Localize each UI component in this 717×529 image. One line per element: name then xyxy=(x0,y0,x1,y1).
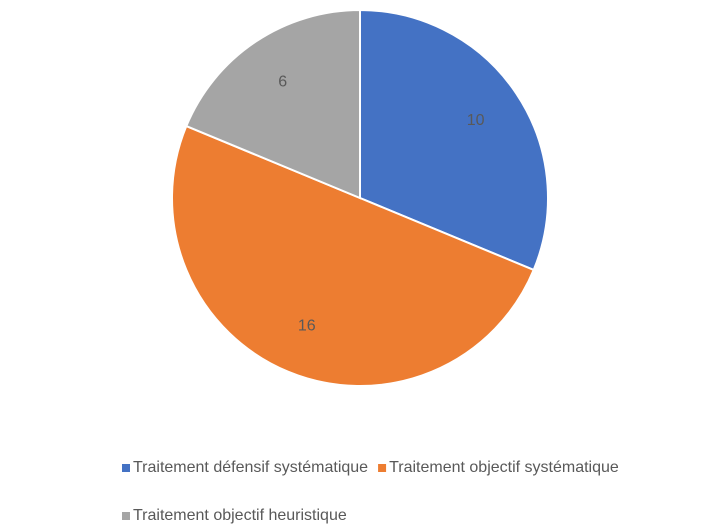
legend-label: Traitement objectif systématique xyxy=(389,459,619,476)
pie-slice xyxy=(185,8,361,200)
pie-slice xyxy=(359,8,549,272)
legend-swatch xyxy=(122,512,130,520)
pie-slice xyxy=(170,124,535,388)
data-label: 16 xyxy=(298,318,316,335)
data-label: 6 xyxy=(278,74,287,91)
legend-label: Traitement défensif systématique xyxy=(133,459,368,476)
legend-label: Traitement objectif heuristique xyxy=(133,507,347,524)
legend-swatch xyxy=(378,464,387,472)
data-label: 10 xyxy=(467,112,485,129)
legend-swatch xyxy=(122,464,130,472)
